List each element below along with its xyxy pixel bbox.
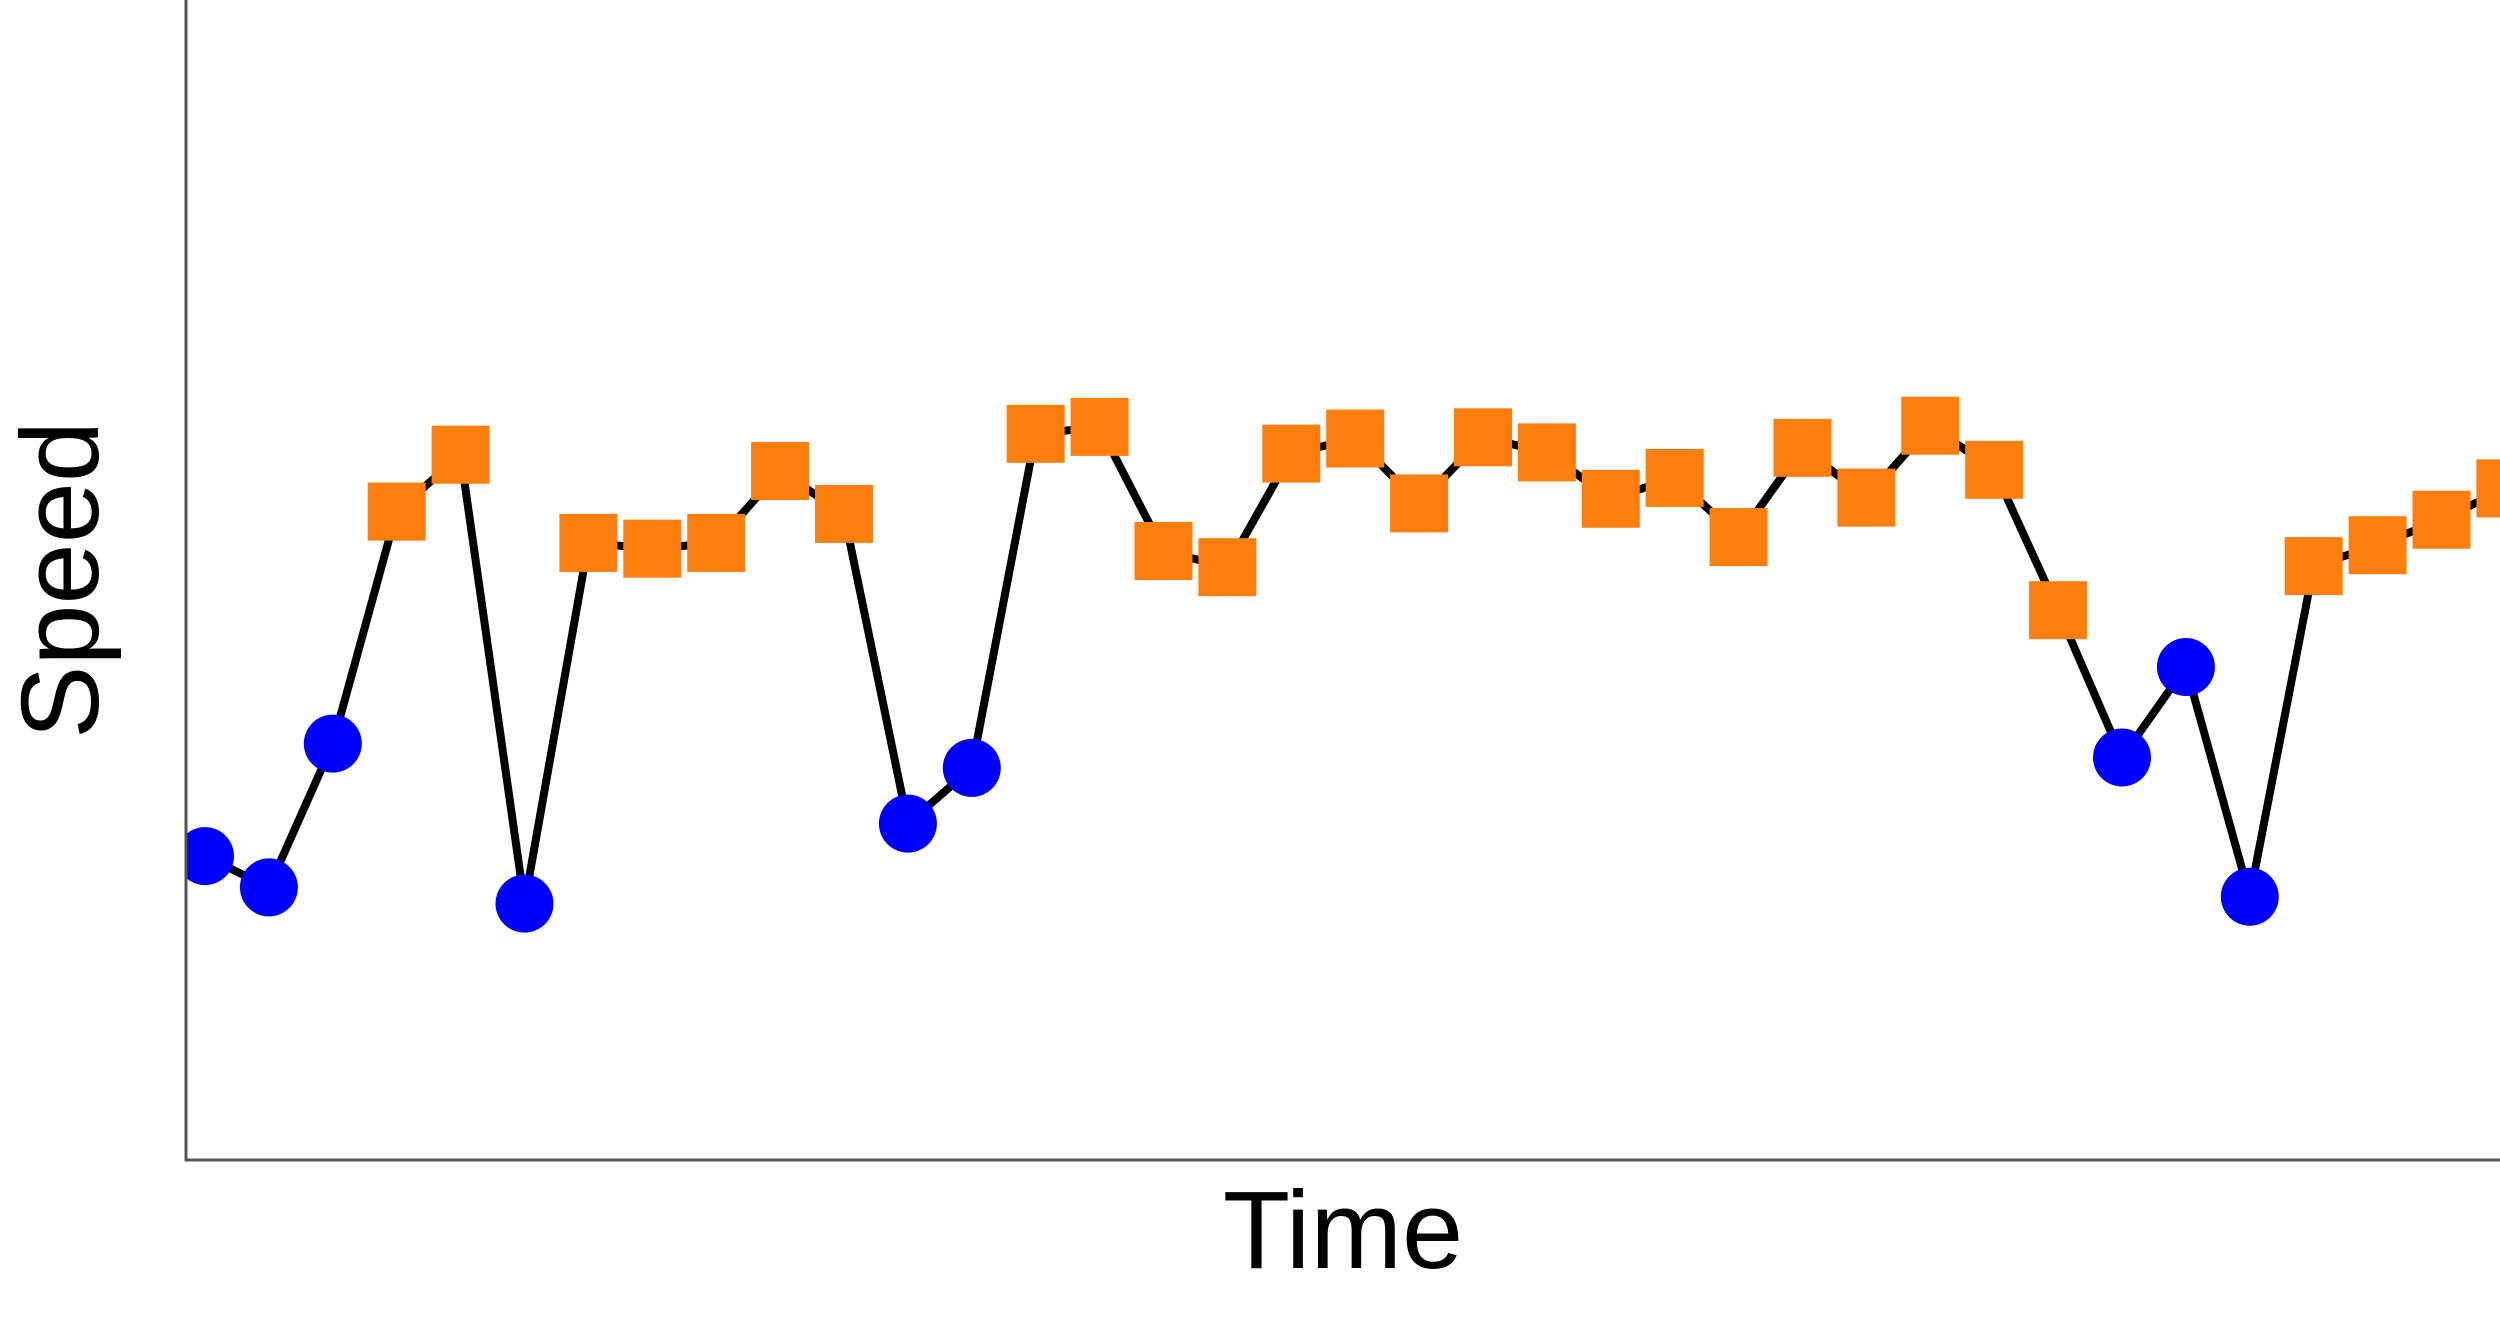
- data-point-circle: [2093, 728, 2151, 787]
- data-point-square: [431, 425, 490, 484]
- data-point-square: [1070, 397, 1129, 456]
- data-point-square: [1198, 538, 1257, 597]
- data-point-square: [2348, 516, 2407, 575]
- data-point-square: [1645, 448, 1704, 507]
- x-axis-label: Time: [1223, 1169, 1463, 1292]
- data-point-square: [2029, 581, 2088, 640]
- data-point-circle: [878, 794, 937, 853]
- data-point-square: [367, 482, 426, 541]
- data-point-square: [1581, 469, 1640, 528]
- data-point-square: [1134, 522, 1193, 580]
- data-point-square: [1517, 423, 1576, 482]
- data-point-square: [1390, 474, 1449, 533]
- data-point-circle: [495, 874, 554, 933]
- data-point-square: [623, 519, 682, 578]
- data-point-square: [1006, 404, 1065, 463]
- data-point-square: [559, 513, 618, 572]
- data-point-square: [815, 484, 873, 543]
- data-point-square: [1837, 468, 1896, 527]
- data-point-circle: [186, 827, 234, 886]
- data-point-square: [1901, 396, 1960, 455]
- data-point-circle: [303, 714, 362, 773]
- data-point-square: [751, 442, 810, 500]
- data-point-square: [1709, 508, 1768, 567]
- y-axis-label: Speed: [0, 421, 122, 739]
- data-point-square: [1773, 418, 1832, 477]
- data-point-square: [1326, 409, 1385, 468]
- data-point-square: [1262, 424, 1321, 483]
- data-point-circle: [942, 738, 1001, 797]
- data-point-square: [1454, 408, 1512, 467]
- data-point-circle: [239, 858, 298, 917]
- data-point-square: [2412, 490, 2471, 549]
- data-point-circle: [2156, 638, 2215, 696]
- data-point-square: [1965, 440, 2024, 499]
- plot-area: [186, 396, 2500, 933]
- data-point-square: [687, 513, 746, 572]
- series-line: [203, 421, 2500, 908]
- data-point-square: [2284, 537, 2343, 596]
- data-point-square: [2476, 459, 2500, 518]
- data-point-circle: [2220, 867, 2279, 926]
